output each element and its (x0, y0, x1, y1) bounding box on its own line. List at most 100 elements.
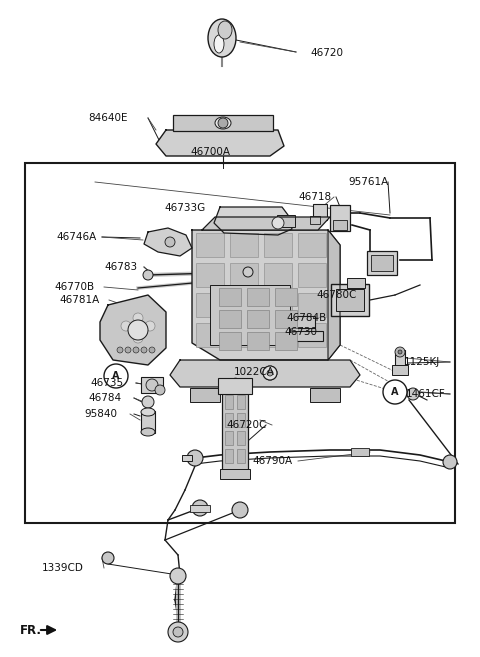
Bar (230, 323, 258, 347)
Polygon shape (100, 295, 166, 365)
Circle shape (243, 267, 253, 277)
Bar (289, 316, 315, 328)
Circle shape (121, 321, 131, 331)
Polygon shape (202, 217, 330, 230)
Bar (225, 395, 233, 409)
Circle shape (407, 388, 419, 400)
Circle shape (263, 366, 277, 380)
Bar (264, 263, 292, 287)
Bar (330, 205, 350, 231)
Text: 46720: 46720 (310, 48, 343, 58)
Ellipse shape (215, 117, 231, 129)
Circle shape (142, 396, 154, 408)
Text: 95840: 95840 (84, 409, 117, 419)
Bar (190, 388, 220, 402)
Text: 46718: 46718 (298, 192, 331, 202)
Circle shape (141, 347, 147, 353)
Bar (225, 449, 233, 463)
Bar (275, 310, 297, 328)
Bar (210, 285, 290, 345)
Text: 1022CA: 1022CA (234, 367, 275, 377)
Bar (219, 288, 241, 306)
Circle shape (133, 333, 143, 343)
Bar (225, 431, 233, 445)
Bar (218, 378, 252, 394)
Bar (196, 233, 224, 257)
Bar (222, 390, 248, 470)
Bar (219, 332, 241, 350)
Circle shape (168, 622, 188, 642)
Text: 46784B: 46784B (286, 313, 326, 323)
Ellipse shape (218, 21, 232, 39)
Ellipse shape (214, 35, 224, 53)
Bar (264, 323, 292, 347)
Bar (331, 284, 369, 316)
Circle shape (192, 500, 208, 516)
Bar (182, 455, 192, 461)
Circle shape (133, 313, 143, 323)
Bar (219, 310, 241, 328)
Bar (264, 233, 292, 257)
Bar (141, 411, 155, 433)
Bar (367, 251, 397, 275)
Polygon shape (144, 228, 192, 256)
Ellipse shape (208, 19, 236, 57)
Circle shape (149, 347, 155, 353)
Circle shape (104, 364, 128, 388)
Bar (277, 215, 295, 227)
Text: 46700A: 46700A (190, 147, 230, 157)
Circle shape (146, 379, 158, 391)
Bar (275, 332, 297, 350)
Bar (336, 289, 364, 311)
Polygon shape (156, 130, 284, 156)
Text: 1339CD: 1339CD (42, 563, 84, 573)
Text: 1461CF: 1461CF (406, 389, 446, 399)
Bar (275, 288, 297, 306)
Text: 46781A: 46781A (59, 295, 99, 305)
Bar (371, 255, 393, 271)
Circle shape (395, 347, 405, 357)
Text: FR.: FR. (20, 623, 42, 637)
Circle shape (145, 321, 155, 331)
Polygon shape (214, 207, 292, 235)
Bar (264, 293, 292, 317)
Text: 46783: 46783 (104, 262, 137, 272)
Circle shape (232, 502, 248, 518)
Bar (141, 377, 163, 393)
Ellipse shape (141, 428, 155, 436)
Bar (230, 263, 258, 287)
Bar (310, 388, 340, 402)
Text: 84640E: 84640E (88, 113, 128, 123)
Ellipse shape (141, 408, 155, 416)
Bar (237, 431, 245, 445)
Circle shape (218, 118, 228, 128)
Bar (196, 323, 224, 347)
Bar (310, 216, 320, 224)
Bar (230, 293, 258, 317)
Bar (237, 449, 245, 463)
Circle shape (267, 370, 273, 376)
Polygon shape (192, 230, 340, 360)
Bar (220, 469, 250, 479)
Circle shape (263, 366, 277, 380)
Circle shape (125, 347, 131, 353)
Bar (173, 115, 273, 131)
Bar (196, 263, 224, 287)
Bar (298, 263, 326, 287)
Text: 46720C: 46720C (226, 420, 266, 430)
Bar (190, 505, 210, 512)
Bar (392, 365, 408, 375)
Circle shape (102, 552, 114, 564)
Text: 46733G: 46733G (164, 203, 205, 213)
Bar (351, 448, 369, 456)
Circle shape (173, 627, 183, 637)
Bar (333, 220, 347, 230)
Text: 46790A: 46790A (252, 456, 292, 466)
Circle shape (398, 350, 402, 354)
Bar (298, 233, 326, 257)
Circle shape (165, 237, 175, 247)
Circle shape (187, 450, 203, 466)
Text: 95761A: 95761A (348, 177, 388, 187)
Bar (230, 233, 258, 257)
Bar (313, 204, 327, 220)
